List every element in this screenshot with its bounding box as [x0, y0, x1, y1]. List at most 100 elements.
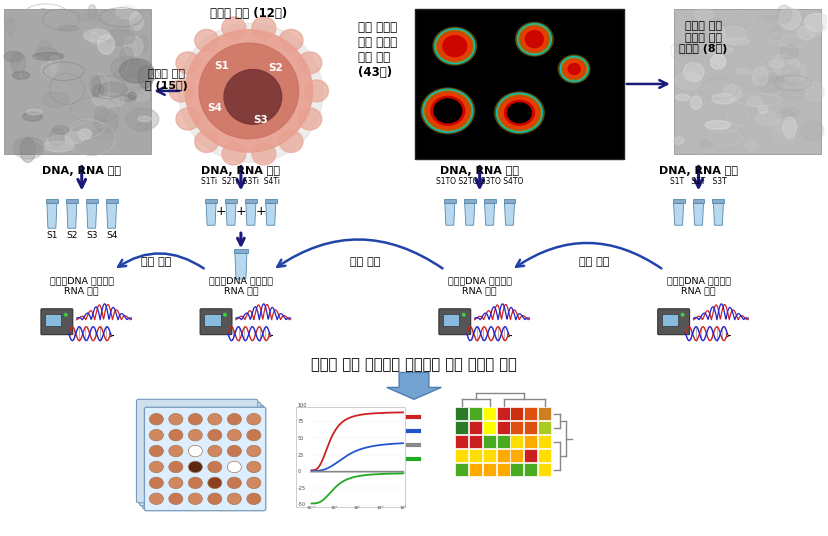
Ellipse shape [252, 17, 276, 39]
Ellipse shape [98, 34, 114, 54]
Ellipse shape [169, 413, 183, 425]
Ellipse shape [208, 493, 222, 504]
Text: 100: 100 [297, 403, 306, 408]
Text: 10²: 10² [376, 506, 383, 510]
Text: S1T   S2T   S3T: S1T S2T S3T [669, 177, 726, 187]
Ellipse shape [297, 52, 321, 74]
Bar [468, 435, 481, 448]
Text: 10⁻¹: 10⁻¹ [306, 506, 316, 510]
Polygon shape [713, 203, 723, 225]
Ellipse shape [36, 47, 57, 61]
Ellipse shape [64, 313, 68, 317]
Ellipse shape [149, 429, 163, 441]
Ellipse shape [149, 477, 163, 489]
Ellipse shape [421, 88, 474, 133]
Ellipse shape [304, 80, 328, 102]
Bar [496, 449, 509, 462]
Text: S4: S4 [207, 103, 222, 113]
Ellipse shape [149, 413, 163, 425]
Ellipse shape [149, 493, 163, 504]
Ellipse shape [124, 36, 143, 56]
Ellipse shape [683, 63, 703, 81]
Text: DNA, RNA 추출: DNA, RNA 추출 [42, 166, 121, 175]
Ellipse shape [99, 82, 128, 97]
Text: +: + [215, 205, 226, 218]
Bar [264, 199, 277, 203]
Ellipse shape [719, 26, 746, 44]
Ellipse shape [442, 36, 466, 57]
Ellipse shape [11, 53, 26, 73]
Bar [673, 9, 820, 154]
Ellipse shape [90, 75, 100, 97]
FancyBboxPatch shape [657, 309, 689, 334]
Ellipse shape [500, 97, 537, 129]
Bar [296, 407, 405, 507]
Ellipse shape [58, 26, 79, 31]
Ellipse shape [757, 105, 767, 114]
Bar [510, 435, 522, 448]
Text: 차세대DNA 염기서열
RNA 발현: 차세대DNA 염기서열 RNA 발현 [447, 276, 511, 295]
Ellipse shape [722, 38, 749, 45]
Bar [244, 199, 257, 203]
Ellipse shape [46, 135, 73, 152]
Bar [482, 435, 495, 448]
Bar [468, 407, 481, 420]
Bar [443, 199, 455, 203]
Text: 대장암 오가
노이드 유래
세포주 (8개): 대장암 오가 노이드 유래 세포주 (8개) [678, 21, 727, 55]
Ellipse shape [781, 89, 804, 98]
Ellipse shape [433, 99, 461, 123]
Ellipse shape [227, 461, 241, 473]
Text: 비교 분석: 비교 분석 [578, 257, 609, 267]
Text: 비교 분석: 비교 분석 [141, 257, 171, 267]
Polygon shape [107, 203, 117, 228]
Text: 다양한 약재 반응성에 관여하는 분자 이질성 분석: 다양한 약재 반응성에 관여하는 분자 이질성 분석 [310, 358, 516, 373]
Ellipse shape [26, 109, 42, 115]
Ellipse shape [227, 429, 241, 441]
Ellipse shape [779, 46, 797, 58]
Ellipse shape [515, 23, 552, 56]
Ellipse shape [713, 18, 721, 35]
Ellipse shape [768, 32, 790, 46]
Ellipse shape [227, 445, 241, 457]
Bar [482, 449, 495, 462]
FancyBboxPatch shape [137, 399, 258, 503]
Ellipse shape [683, 34, 691, 54]
Bar [4, 9, 152, 154]
Bar [224, 199, 237, 203]
Ellipse shape [768, 27, 781, 40]
Polygon shape [504, 203, 514, 225]
Ellipse shape [118, 95, 136, 101]
Ellipse shape [179, 23, 323, 162]
Text: -25: -25 [297, 486, 306, 490]
Ellipse shape [763, 15, 776, 22]
Ellipse shape [195, 131, 219, 152]
Ellipse shape [247, 429, 261, 441]
Bar [483, 199, 495, 203]
Ellipse shape [703, 46, 732, 54]
Ellipse shape [188, 477, 202, 489]
Ellipse shape [110, 57, 142, 79]
Bar [711, 199, 724, 203]
Bar [661, 314, 677, 326]
Ellipse shape [133, 91, 149, 101]
Bar [496, 463, 509, 476]
Ellipse shape [169, 493, 183, 504]
Ellipse shape [188, 429, 202, 441]
Ellipse shape [23, 112, 42, 121]
Polygon shape [266, 203, 276, 225]
Ellipse shape [754, 111, 780, 125]
Bar [455, 407, 467, 420]
Ellipse shape [438, 32, 470, 60]
Ellipse shape [781, 64, 798, 86]
Ellipse shape [128, 92, 137, 99]
Text: 차세대DNA 염기서열
RNA 발현: 차세대DNA 염기서열 RNA 발현 [50, 276, 113, 295]
Bar [65, 199, 78, 203]
Ellipse shape [521, 27, 546, 51]
Ellipse shape [735, 69, 750, 75]
Ellipse shape [676, 17, 687, 39]
Ellipse shape [208, 445, 222, 457]
Bar [442, 314, 459, 326]
Bar [524, 407, 537, 420]
Ellipse shape [176, 52, 200, 74]
Bar [455, 421, 467, 434]
